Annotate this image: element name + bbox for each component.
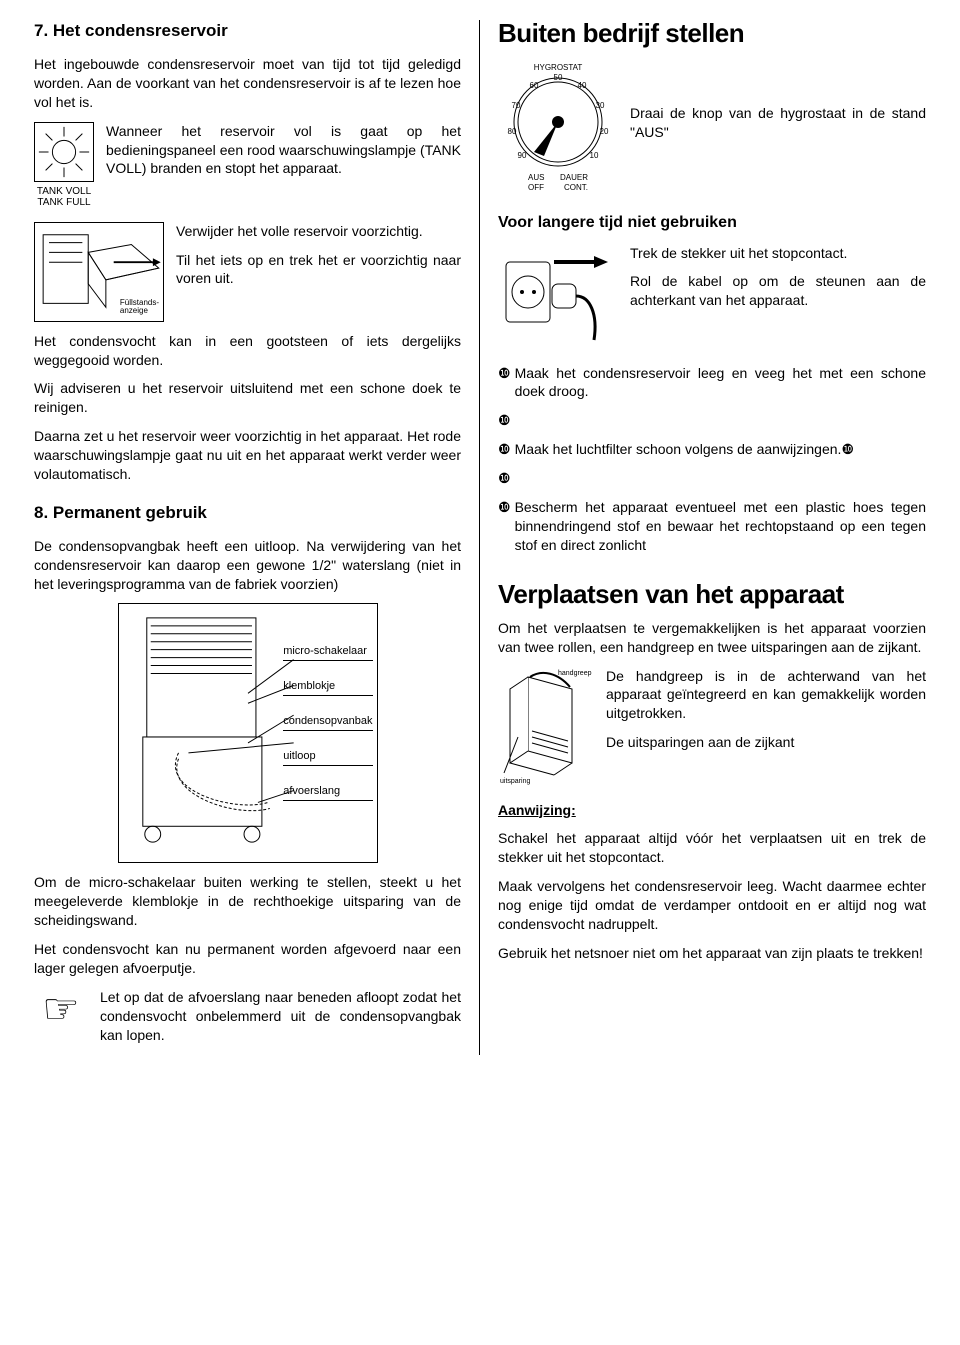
bullet-glyph-3: ❿ — [498, 498, 511, 555]
hand-note-row: ☞ Let op dat de afvoerslang naar beneden… — [34, 988, 461, 1055]
tank-caption-2: TANK FULL — [37, 197, 90, 208]
tank-caption-1: TANK VOLL — [37, 186, 91, 197]
label-micro: micro-schakelaar — [283, 644, 372, 661]
heading-reservoir: 7. Het condensreservoir — [34, 20, 461, 43]
hand-point-icon: ☞ — [34, 988, 88, 1030]
para-remove-full: Verwijder het volle reservoir voorzichti… — [176, 222, 461, 241]
para-permanent-intro: De condensopvangbak heeft een uitloop. N… — [34, 537, 461, 594]
bullet-2-text: Maak het luchtfilter schoon volgens de a… — [515, 441, 842, 457]
move-row: handgreep uitsparing De handgreep is in … — [498, 667, 926, 787]
svg-text:DAUER: DAUER — [560, 173, 588, 182]
para-handle: De handgreep is in de achterwand van het… — [606, 667, 926, 724]
bullet-glyph-1: ❿ — [498, 364, 511, 402]
bullet-1-text: Maak het condensreservoir leeg en veeg h… — [515, 364, 926, 402]
bullet-glyph-lone-1: ❿ — [498, 411, 511, 430]
label-uitloop: uitloop — [283, 749, 372, 766]
bullet-3-text: Bescherm het apparaat eventueel met een … — [515, 498, 926, 555]
svg-text:60: 60 — [530, 81, 539, 90]
bullet-lone-2: ❿ — [498, 469, 926, 488]
appliance-figure: micro-schakelaar klemblokje condensopvan… — [118, 603, 378, 863]
para-clean-advice: Wij adviseren u het reservoir uitsluiten… — [34, 379, 461, 417]
heading-long-time: Voor langere tijd niet gebruiken — [498, 212, 926, 234]
para-move-intro: Om het verplaatsen te vergemakkelijken i… — [498, 619, 926, 657]
fill-row: Füllstands- anzeige Verwijder het volle … — [34, 222, 461, 322]
bullet-block: ❿ Maak het condensreservoir leeg en veeg… — [498, 364, 926, 555]
bullet-2: ❿ Maak het luchtfilter schoon volgens de… — [498, 440, 926, 459]
svg-text:handgreep: handgreep — [558, 670, 592, 677]
para-reservoir-intro: Het ingebouwde condensreservoir moet van… — [34, 55, 461, 112]
label-klem: klemblokje — [283, 679, 372, 696]
para-permanent-drain: Het condensvocht kan nu permanent worden… — [34, 940, 461, 978]
dial-title-text: HYGROSTAT — [534, 63, 583, 72]
para-dial: Draai de knop van de hygrostaat in de st… — [630, 104, 926, 142]
svg-text:CONT.: CONT. — [564, 183, 588, 192]
left-column: 7. Het condensreservoir Het ingebouwde c… — [24, 20, 480, 1055]
heading-out-of-service: Buiten bedrijf stellen — [498, 20, 926, 46]
heading-note: Aanwijzing: — [498, 802, 576, 818]
heading-move: Verplaatsen van het apparaat — [498, 581, 926, 607]
bullet-glyph-2: ❿ — [498, 440, 511, 459]
plug-row: Trek de stekker uit het stopcontact. Rol… — [498, 244, 926, 354]
para-lift-pull: Til het iets op en trek het er voorzicht… — [176, 251, 461, 289]
para-hand-note: Let op dat de afvoerslang naar beneden a… — [100, 988, 461, 1045]
plug-text: Trek de stekker uit het stopcontact. Rol… — [630, 244, 926, 321]
page-root: 7. Het condensreservoir Het ingebouwde c… — [24, 20, 936, 1055]
svg-text:70: 70 — [512, 101, 521, 110]
fill-cap-2: anzeige — [120, 306, 148, 315]
fill-figure: Füllstands- anzeige — [34, 222, 164, 322]
svg-text:AUS: AUS — [528, 173, 544, 182]
move-figure: handgreep uitsparing — [498, 667, 594, 787]
svg-text:uitsparing: uitsparing — [500, 778, 530, 785]
fill-text: Verwijder het volle reservoir voorzichti… — [176, 222, 461, 299]
svg-text:20: 20 — [600, 127, 609, 136]
svg-text:50: 50 — [554, 73, 563, 82]
para-dispose: Het condensvocht kan in een gootsteen of… — [34, 332, 461, 370]
bullet-glyph-inline: ❿ — [841, 441, 854, 457]
para-tank-full: Wanneer het reservoir vol is gaat op het… — [106, 122, 461, 179]
appliance-labels: micro-schakelaar klemblokje condensopvan… — [283, 644, 372, 800]
tank-full-row: TANK VOLL TANK FULL Wanneer het reservoi… — [34, 122, 461, 208]
para-note1: Schakel het apparaat altijd vóór het ver… — [498, 829, 926, 867]
para-recess: De uitsparingen aan de zijkant — [606, 733, 926, 752]
svg-text:80: 80 — [508, 127, 517, 136]
para-unplug: Trek de stekker uit het stopcontact. — [630, 244, 926, 263]
label-slang: afvoerslang — [283, 784, 372, 801]
para-note3: Gebruik het netsnoer niet om het apparaa… — [498, 944, 926, 963]
svg-text:30: 30 — [596, 101, 605, 110]
para-replace: Daarna zet u het reservoir weer voorzich… — [34, 427, 461, 484]
lamp-graphic — [34, 122, 94, 182]
para-roll-cable: Rol de kabel op om de steunen aan de ach… — [630, 272, 926, 310]
heading-permanent: 8. Permanent gebruik — [34, 502, 461, 525]
right-column: Buiten bedrijf stellen HYGROSTAT 50 40 3… — [480, 20, 936, 1055]
svg-text:40: 40 — [578, 81, 587, 90]
svg-text:OFF: OFF — [528, 183, 544, 192]
bullet-1: ❿ Maak het condensreservoir leeg en veeg… — [498, 364, 926, 402]
dial-row: HYGROSTAT 50 40 30 20 10 60 70 80 90 — [498, 58, 926, 198]
move-text: De handgreep is in de achterwand van het… — [606, 667, 926, 763]
svg-text:10: 10 — [590, 151, 599, 160]
bullet-lone-1: ❿ — [498, 411, 926, 430]
para-micro: Om de micro-schakelaar buiten werking te… — [34, 873, 461, 930]
hygrostat-dial: HYGROSTAT 50 40 30 20 10 60 70 80 90 — [498, 58, 618, 198]
bullet-glyph-lone-2: ❿ — [498, 469, 511, 488]
plug-figure — [498, 244, 618, 354]
svg-text:90: 90 — [518, 151, 527, 160]
tank-lamp-icon: TANK VOLL TANK FULL — [34, 122, 94, 208]
label-bak: condensopvanbak — [283, 714, 372, 731]
bullet-3: ❿ Bescherm het apparaat eventueel met ee… — [498, 498, 926, 555]
para-note2: Maak vervolgens het condensreservoir lee… — [498, 877, 926, 934]
